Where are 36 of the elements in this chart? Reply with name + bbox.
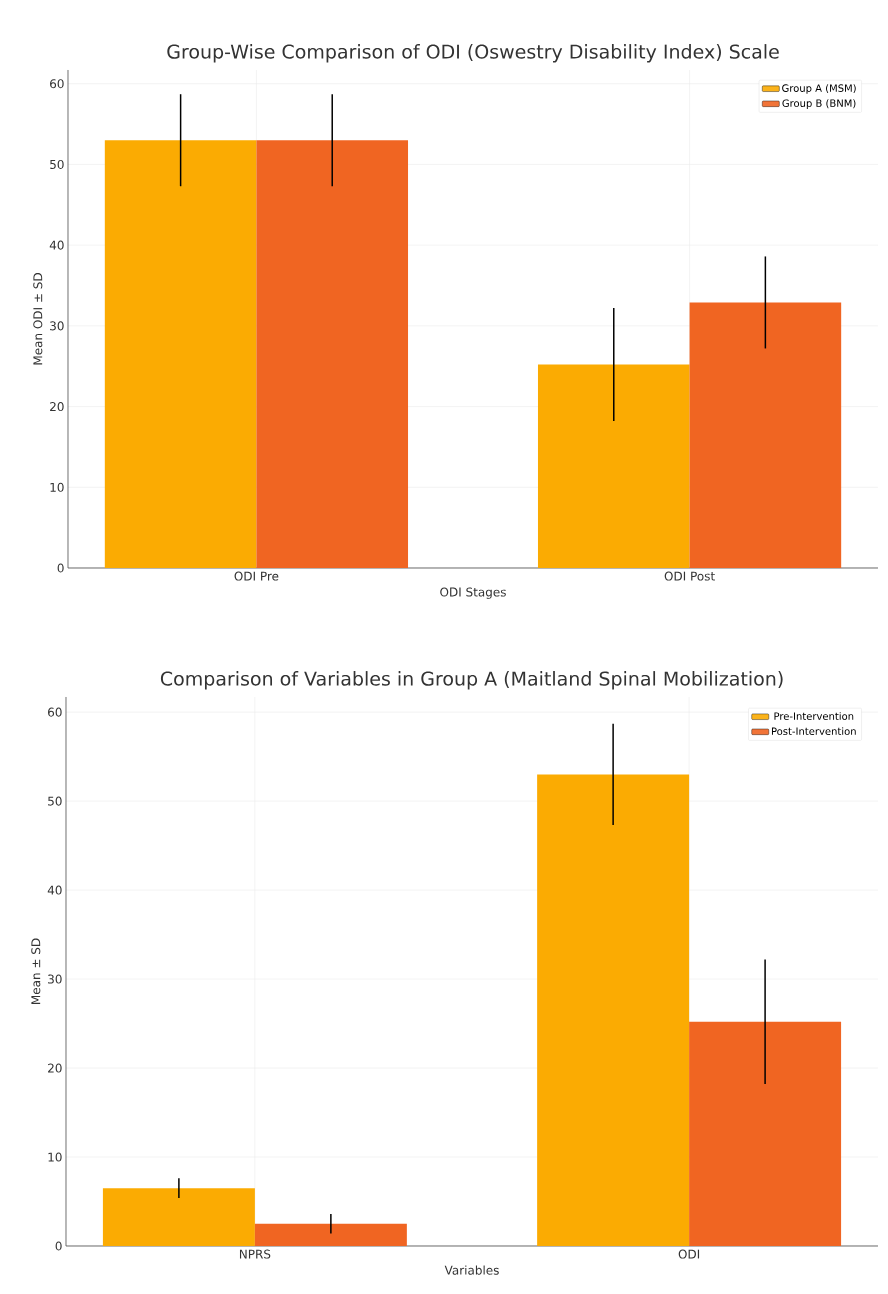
y-tick-label: 40 [47,885,62,895]
legend-label: Post-Intervention [771,727,856,736]
y-tick-label: 20 [48,1063,62,1073]
bar [689,1021,842,1246]
x-tick-label: ODI Pre [234,571,279,581]
bar [537,364,690,568]
bar [537,774,690,1246]
y-tick-label: 50 [50,159,64,169]
y-tick-label: 50 [48,796,62,806]
bar [689,302,842,568]
y-axis-title: Mean ODI ± SD [33,273,43,365]
y-tick-label: 40 [49,240,64,250]
x-axis-title: Variables [444,1265,499,1275]
legend-label: Group A (MSM) [782,84,856,94]
bar [102,1188,255,1246]
y-tick-label: 0 [55,1241,62,1251]
y-tick-label: 10 [48,1152,62,1162]
bar [104,140,257,568]
chart-title: Group-Wise Comparison of ODI (Oswestry Disability Index) Scale [167,44,779,63]
chart-title: Comparison of Variables in Group A (Maitland Spinal Mobilization) [160,671,783,690]
legend-label: Group B (BNM) [782,99,856,109]
y-tick-label: 60 [50,79,64,89]
bar [256,140,409,568]
y-tick-label: 30 [50,321,64,331]
y-tick-label: 20 [50,402,64,412]
x-axis-title: ODI Stages [440,587,506,599]
y-tick-label: 60 [48,707,62,717]
y-tick-label: 0 [57,563,64,573]
legend-label: Pre-Intervention [774,712,854,720]
y-tick-label: 30 [48,974,62,984]
y-axis-title: Mean ± SD [31,938,41,1004]
y-tick-label: 10 [50,482,64,492]
x-tick-label: ODI [678,1249,700,1259]
x-tick-label: ODI Post [664,571,715,581]
x-tick-label: NPRS [239,1249,271,1259]
bar [254,1223,407,1246]
